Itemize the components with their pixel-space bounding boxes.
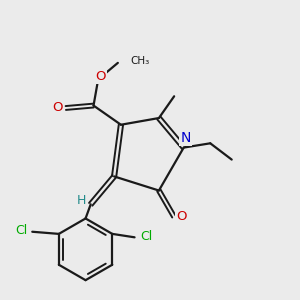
- Text: Cl: Cl: [140, 230, 153, 243]
- Text: O: O: [95, 70, 106, 83]
- Text: O: O: [52, 100, 62, 114]
- Text: O: O: [176, 210, 187, 223]
- Text: N: N: [180, 131, 190, 145]
- Text: H: H: [76, 194, 86, 207]
- Text: Cl: Cl: [15, 224, 28, 237]
- Text: CH₃: CH₃: [131, 56, 150, 66]
